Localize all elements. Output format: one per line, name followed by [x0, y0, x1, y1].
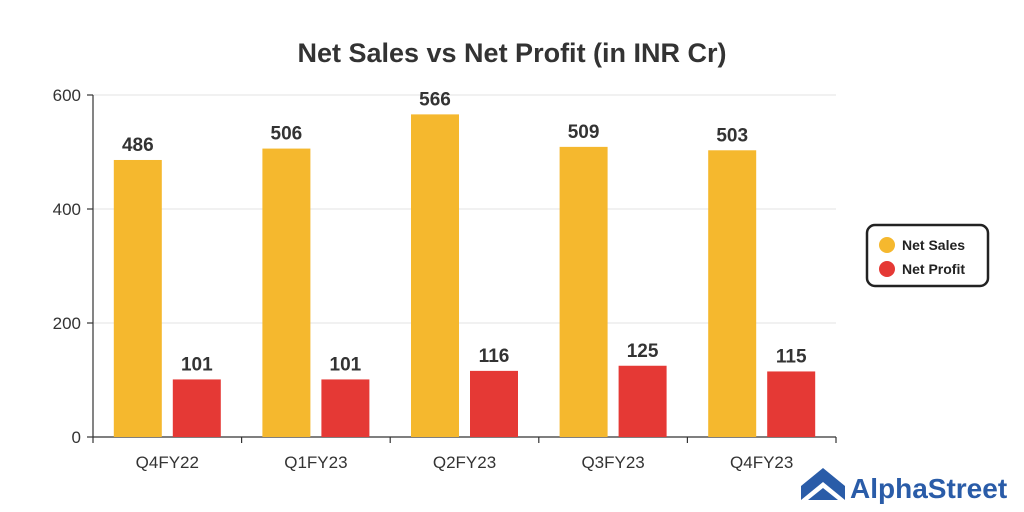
chart-title: Net Sales vs Net Profit (in INR Cr): [297, 38, 726, 68]
legend-label: Net Sales: [902, 237, 965, 253]
data-label: 115: [776, 346, 807, 367]
bars: [113, 114, 816, 438]
x-tick-label: Q3FY23: [581, 453, 644, 472]
y-tick-label: 0: [72, 428, 81, 447]
legend: Net Sales Net Profit: [865, 223, 990, 288]
net-profit-bar-q4fy23: [767, 371, 816, 437]
net-sales-bar-q2fy23: [411, 114, 459, 437]
data-label: 509: [568, 122, 600, 143]
net-profit-bar-q4fy22: [172, 379, 221, 437]
x-tick-label: Q2FY23: [433, 453, 496, 472]
data-label: 101: [181, 354, 213, 375]
x-tick-label: Q4FY22: [136, 453, 199, 472]
legend-label: Net Profit: [902, 261, 965, 277]
x-tick-label: Q1FY23: [284, 453, 347, 472]
net-sales-bar-q3fy23: [559, 146, 608, 437]
net-profit-bar-q3fy23: [618, 365, 667, 437]
data-label: 486: [122, 135, 154, 156]
net-sales-bar-q4fy22: [113, 159, 162, 438]
y-tick-label: 600: [53, 86, 81, 105]
data-label: 503: [716, 125, 748, 146]
data-label: 116: [479, 346, 510, 367]
y-tick-label: 400: [53, 200, 81, 219]
alphastreet-logo-icon: [801, 468, 845, 500]
data-label: 506: [271, 124, 303, 145]
legend-swatch-net-sales: [879, 237, 895, 253]
data-label: 125: [627, 341, 659, 362]
data-label: 566: [419, 89, 451, 110]
legend-box: [865, 223, 990, 288]
net-sales-bar-q4fy23: [708, 150, 757, 438]
legend-swatch-net-profit: [879, 261, 895, 277]
data-label: 101: [330, 354, 362, 375]
net-profit-bar-q2fy23: [470, 370, 518, 437]
net-sales-bar-q1fy23: [262, 148, 311, 437]
y-tick-label: 200: [53, 314, 81, 333]
brand-name: AlphaStreet: [850, 473, 1007, 504]
data-labels: 486 101 506 101 566 116 509 125 503 115: [122, 89, 807, 375]
net-profit-bar-q1fy23: [321, 379, 370, 437]
brand-logo: AlphaStreet: [801, 468, 1007, 504]
x-tick-label: Q4FY23: [730, 453, 793, 472]
